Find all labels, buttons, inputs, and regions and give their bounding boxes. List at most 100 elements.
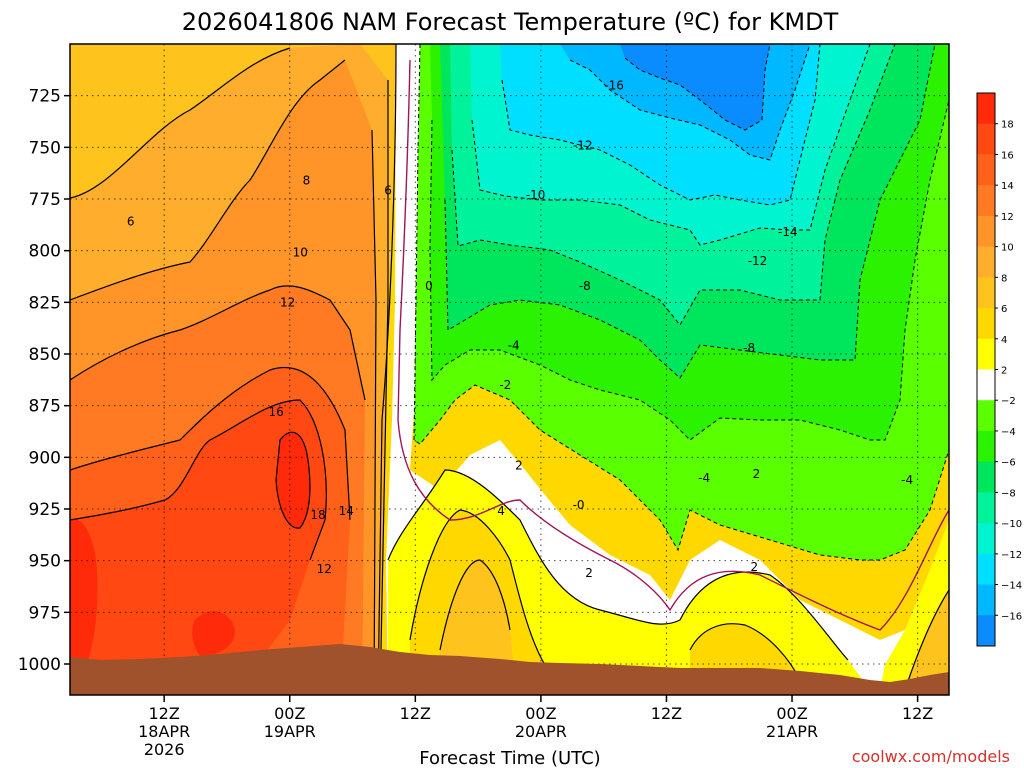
colorbar-label: 6 <box>1001 304 1007 315</box>
y-tick-label: 925 <box>29 500 61 520</box>
colorbar-label: −12 <box>1001 550 1022 561</box>
x-tick-label: 12Z <box>400 704 431 723</box>
x-axis-title: Forecast Time (UTC) <box>419 748 600 768</box>
gridlines <box>70 44 949 695</box>
colorbar-swatch <box>977 338 995 370</box>
x-tick-label: 00Z <box>776 704 807 723</box>
colorbar-swatch <box>977 400 995 432</box>
y-tick-label: 950 <box>29 552 61 572</box>
negative-contours <box>413 44 949 561</box>
x-tick-label: 00Z <box>274 704 305 723</box>
x-tick-label: 21APR <box>766 722 818 741</box>
colorbar-label: 18 <box>1001 120 1014 131</box>
colorbar-swatch <box>977 277 995 309</box>
y-tick-label: 900 <box>29 448 61 468</box>
credit-text: coolwx.com/models <box>852 747 1010 766</box>
contour-label: 2 <box>585 566 593 580</box>
colorbar-label: 4 <box>1001 335 1007 346</box>
contour-label: 10 <box>293 246 308 260</box>
region-temp-6-to-8-southeast <box>905 590 949 690</box>
colorbar-label: −16 <box>1001 611 1022 622</box>
colorbar-swatch <box>977 615 995 647</box>
y-tick-label: 825 <box>29 293 61 313</box>
x-tick-label: 12Z <box>651 704 682 723</box>
contour-label: -16 <box>604 78 624 92</box>
contour-label: 8 <box>303 173 311 187</box>
colorbar-swatch <box>977 430 995 463</box>
contour-label: -12 <box>748 254 768 268</box>
colorbar-label: 8 <box>1001 273 1007 284</box>
contour-label: -2 <box>499 378 511 392</box>
x-tick-label: 19APR <box>264 722 316 741</box>
colorbar-swatch <box>977 215 995 248</box>
colorbar-label: 10 <box>1001 243 1014 254</box>
contour-label: 4 <box>497 504 505 518</box>
y-tick-label: 975 <box>29 603 61 623</box>
contour-label: 12 <box>280 295 295 309</box>
colorbar-label: 16 <box>1001 150 1014 161</box>
region-temp-18-to-20-core <box>276 432 310 529</box>
contour-label: 14 <box>339 504 354 518</box>
contour-label: -4 <box>508 339 520 353</box>
y-tick-label: 775 <box>29 190 61 210</box>
colorbar-label: 2 <box>1001 366 1007 377</box>
contour-label: 2 <box>515 459 523 473</box>
contour-label: 6 <box>127 215 135 229</box>
contour-label: -10 <box>526 188 546 202</box>
contour-label: -12 <box>573 138 593 152</box>
terrain <box>70 644 949 695</box>
contour-label: 16 <box>269 405 284 419</box>
contour-label: 6 <box>384 184 392 198</box>
contour-labels: 6 8 10 12 16 18 14 12 6 0 -16 -12 -10 -14 -12 -8 -4 -8 -2 2… <box>127 78 913 580</box>
colorbar-swatch <box>977 154 995 186</box>
contour-label: 0 <box>425 279 433 293</box>
contour-label: -8 <box>579 279 591 293</box>
y-axis: 725 750 775 800 825 850 875 900 925 950 975 1000 <box>18 87 70 675</box>
colorbar: 18 16 14 12 10 8 6 4 2 −2 −4 −6 −8 −10 −12 −14 −16 <box>976 92 1022 647</box>
colorbar-label: −10 <box>1001 519 1022 530</box>
contour-label: 12 <box>317 562 332 576</box>
colorbar-swatch <box>977 461 995 493</box>
y-tick-label: 725 <box>29 87 61 107</box>
x-tick-label: 20APR <box>515 722 567 741</box>
colorbar-swatch <box>977 523 995 555</box>
x-tick-label: 12Z <box>149 704 180 723</box>
colorbar-swatch <box>977 185 995 217</box>
colorbar-swatch <box>977 492 995 524</box>
chart-title: 2026041806 NAM Forecast Temperature (ºC)… <box>182 8 839 36</box>
y-tick-label: 1000 <box>18 655 61 675</box>
contour-label: -4 <box>698 471 710 485</box>
colorbar-label: −8 <box>1001 488 1016 499</box>
colorbar-swatch <box>977 123 995 155</box>
contour-label: -14 <box>778 225 798 239</box>
colorbar-label: −4 <box>1001 427 1016 438</box>
colorbar-swatch <box>977 246 995 278</box>
positive-contours <box>70 44 949 695</box>
region-temp-6-to-8-east <box>440 560 515 680</box>
colorbar-swatch <box>977 308 995 340</box>
colorbar-label: 14 <box>1001 181 1014 192</box>
colorbar-swatch <box>977 369 995 401</box>
contour-label: -8 <box>743 341 755 355</box>
contour-label: 18 <box>310 508 325 522</box>
x-tick-label: 00Z <box>525 704 556 723</box>
y-tick-label: 800 <box>29 242 61 262</box>
x-tick-label: 18APR <box>138 722 190 741</box>
colorbar-label: −14 <box>1001 581 1022 592</box>
plot-frame <box>69 43 950 696</box>
freezing-contour <box>397 59 949 631</box>
y-tick-label: 875 <box>29 397 61 417</box>
contour-label: -4 <box>901 473 913 487</box>
colorbar-label: 12 <box>1001 212 1014 223</box>
colorbar-swatch <box>977 93 995 125</box>
y-tick-label: 750 <box>29 138 61 158</box>
colorbar-label: −2 <box>1001 396 1016 407</box>
contour-label: 2 <box>753 467 761 481</box>
colorbar-swatch <box>977 584 995 616</box>
region-temp-below-minus16 <box>620 44 770 130</box>
x-tick-label: 2026 <box>144 740 185 759</box>
region-temp-18-to-20-west <box>70 519 98 660</box>
contour-label: -0 <box>573 498 585 512</box>
